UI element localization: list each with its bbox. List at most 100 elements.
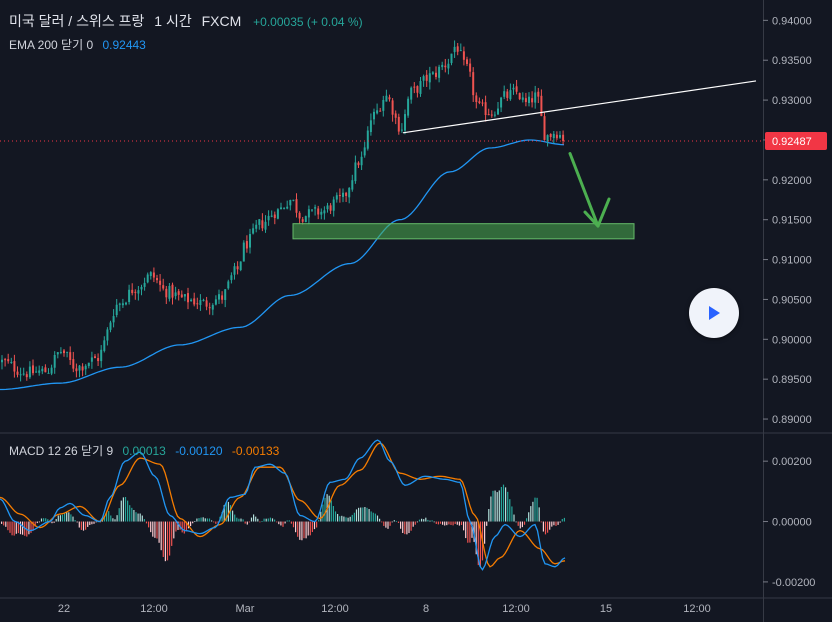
macd-hist-bar	[303, 521, 305, 539]
macd-hist-bar	[204, 518, 206, 522]
macd-hist-bar	[425, 517, 427, 522]
macd-hist-bar	[397, 521, 400, 523]
candle	[202, 298, 205, 302]
macd-hist-bar	[536, 497, 538, 522]
macd-hist-bar	[431, 520, 433, 522]
macd-hist-bar	[337, 513, 339, 522]
macd-hist-bar	[284, 521, 286, 524]
candle-body	[165, 288, 168, 298]
candle	[360, 151, 363, 171]
candle	[270, 210, 273, 218]
candle-body	[500, 97, 503, 108]
candle	[295, 193, 298, 218]
candle-body	[87, 362, 90, 367]
macd-hist-bar	[368, 509, 370, 522]
macd-hist-bar	[391, 521, 393, 523]
macd-legend[interactable]: MACD 12 26 닫기 9 0.00013 -0.00120 -0.0013…	[9, 442, 285, 459]
macd-hist-bar	[118, 508, 120, 522]
candle	[84, 364, 87, 376]
macd-hist-bar	[80, 521, 82, 530]
macd-hist-bar	[34, 521, 36, 527]
candle-body	[115, 304, 118, 316]
ema-legend[interactable]: EMA 200 닫기 0 0.92443	[9, 36, 152, 53]
arrow-head[interactable]	[583, 197, 611, 228]
candle-body	[131, 289, 134, 294]
macd-hist-bar	[55, 519, 57, 522]
candle-body	[59, 351, 62, 353]
trendline[interactable]	[402, 80, 757, 134]
macd-hist-bar	[72, 516, 74, 522]
candle-body	[317, 208, 320, 215]
candle-body	[345, 192, 348, 196]
macd-hist-bar	[282, 521, 284, 527]
candle-body	[35, 371, 38, 373]
macd-hist-bar	[221, 511, 223, 522]
candle	[78, 365, 81, 378]
candle-body	[348, 188, 351, 198]
candle	[469, 58, 472, 77]
macd-hist-bar	[269, 517, 271, 522]
macd-hist-bar	[416, 521, 418, 523]
time-tick-label: 15	[600, 603, 612, 615]
candle-body	[202, 299, 205, 301]
macd-hist-bar	[540, 521, 542, 523]
macd-hist-bar	[17, 521, 19, 534]
candle	[143, 277, 146, 291]
macd-hist-bar	[40, 518, 43, 522]
candle-body	[314, 207, 317, 209]
candle-body	[180, 294, 183, 298]
macd-hist-bar	[452, 521, 454, 526]
candle-body	[199, 300, 202, 306]
macd-hist-bar	[141, 515, 143, 522]
macd-hist-bar	[320, 511, 322, 522]
macd-hist-bar	[530, 506, 532, 522]
support-zone[interactable]	[292, 223, 635, 240]
candle	[72, 351, 75, 373]
candle-body	[183, 294, 186, 297]
ema-200-line	[0, 139, 565, 391]
time-tick-label: 12:00	[502, 603, 530, 615]
macd-hist-bar	[410, 521, 412, 531]
arrow-shaft[interactable]	[568, 152, 600, 228]
candle	[131, 283, 134, 296]
candle-body	[456, 46, 459, 52]
candle	[255, 219, 258, 233]
candle-body	[342, 192, 344, 197]
candle-body	[438, 66, 441, 78]
candle	[25, 371, 28, 381]
candle	[329, 203, 332, 215]
candle-body	[106, 329, 109, 341]
candle-body	[357, 162, 360, 166]
candle-body	[376, 110, 379, 114]
macd-hist-bar	[45, 518, 47, 522]
macd-hist-bar	[139, 513, 141, 522]
candle	[345, 191, 348, 202]
last-price-badge	[765, 131, 827, 150]
macd-hist-bar	[43, 518, 45, 522]
macd-hist-bar	[76, 521, 78, 523]
candle	[518, 92, 521, 101]
macd-hist-bar	[343, 516, 345, 522]
candle-body	[78, 365, 81, 371]
candle	[459, 43, 462, 52]
macd-hist-bar	[376, 515, 379, 522]
candle-body	[81, 366, 84, 371]
macd-hist-bar	[244, 521, 246, 524]
macd-hist-bar	[534, 497, 536, 522]
macd-hist-bar	[400, 521, 402, 529]
candle-body	[38, 370, 41, 373]
candle-body	[280, 207, 282, 210]
candle	[549, 133, 552, 141]
symbol-header[interactable]: 미국 달러 / 스위스 프랑 1 시간 FXCM +0.00035 (+ 0.0…	[9, 11, 369, 31]
candle	[422, 74, 425, 87]
macd-hist-bar	[519, 521, 521, 529]
candle-body	[168, 286, 171, 299]
candle	[171, 282, 174, 305]
candle-body	[276, 209, 279, 219]
candle-body	[4, 359, 7, 361]
macd-hist-bar	[274, 519, 276, 522]
macd-hist-bar	[11, 521, 13, 536]
macd-hist-bar	[528, 512, 530, 522]
play-button[interactable]	[689, 288, 739, 338]
